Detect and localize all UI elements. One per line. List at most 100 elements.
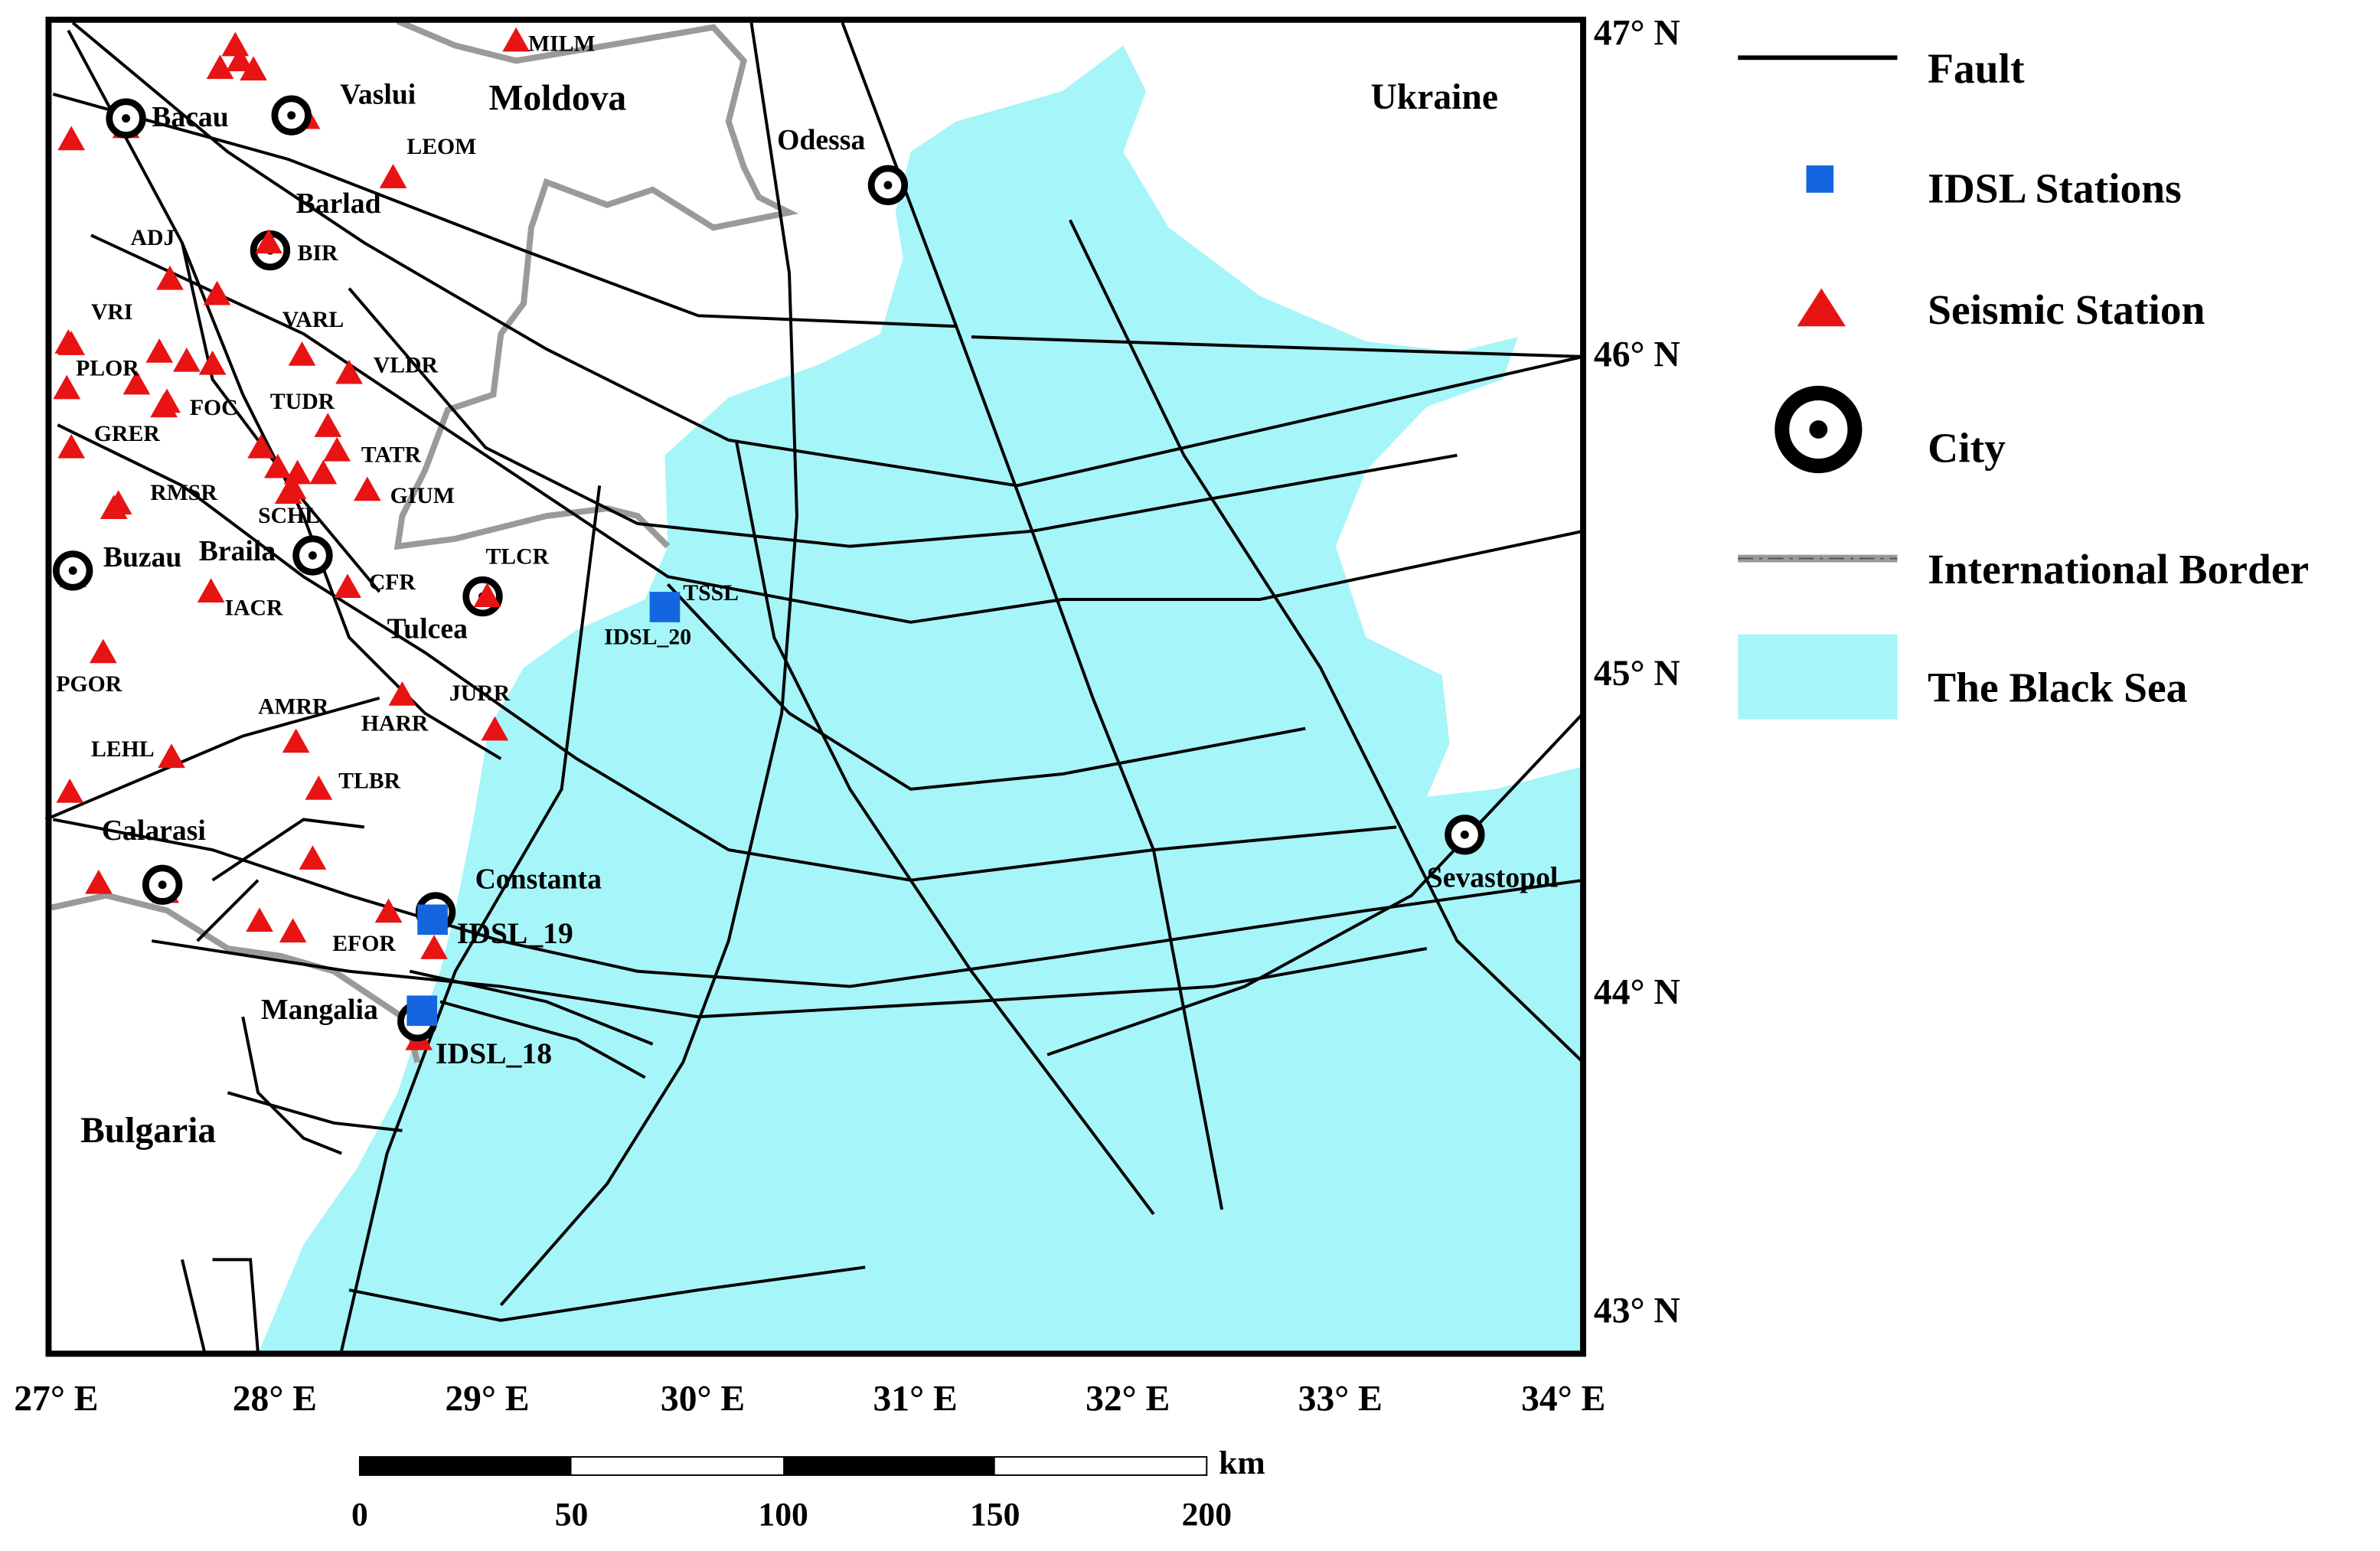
latitude-label: 46° N	[1594, 335, 1680, 375]
station-label: MILM	[528, 31, 596, 56]
city-marker-dot	[1460, 830, 1469, 839]
fault	[212, 1258, 260, 1354]
city-label: Vaslui	[340, 79, 416, 111]
border	[51, 892, 421, 1063]
seismic-station	[221, 31, 250, 57]
seismic-station	[57, 331, 86, 355]
city-marker-dot	[1809, 420, 1828, 439]
city-marker-dot	[309, 551, 317, 560]
station-label: CFR	[369, 570, 416, 595]
seismic-station	[85, 869, 113, 894]
seismic-station	[388, 681, 416, 706]
legend-label: The Black Sea	[1928, 665, 2187, 712]
station-label: VARL	[282, 308, 344, 332]
scale-bar-segment	[783, 1457, 995, 1475]
station-label: TATR	[361, 443, 422, 468]
scale-tick-label: 150	[970, 1496, 1020, 1533]
seismic-station	[156, 265, 184, 290]
city-marker-dot	[122, 114, 131, 123]
seismic-station	[198, 350, 227, 375]
fault	[196, 879, 260, 942]
border	[393, 18, 799, 550]
seismic-station	[282, 728, 310, 753]
seismic-station	[246, 907, 273, 932]
fault	[971, 335, 1584, 358]
fault	[666, 583, 1306, 791]
station-label: VLDR	[374, 354, 439, 378]
seismic-station	[57, 433, 86, 459]
seismic-station	[206, 54, 234, 80]
station-label: TUDR	[270, 390, 335, 414]
scale-tick-label: 200	[1182, 1496, 1232, 1533]
city-marker-dot	[158, 880, 167, 890]
idsl-label: TSSL	[683, 581, 739, 606]
seismic-station	[173, 347, 201, 372]
seismic-station	[153, 388, 181, 413]
scale-bar-segment	[359, 1457, 572, 1475]
fault	[71, 21, 1584, 488]
idsl-station	[417, 904, 448, 935]
seismic-station	[122, 370, 151, 395]
black-sea	[258, 45, 1584, 1354]
seismic-station	[104, 490, 132, 515]
seismic-station	[247, 433, 275, 459]
seismic-station	[57, 126, 86, 151]
latitude-label: 45° N	[1594, 654, 1680, 694]
seismic-station	[353, 476, 381, 501]
longitude-label: 27° E	[14, 1380, 98, 1419]
station-label: TLBR	[338, 769, 400, 794]
legend-label: City	[1928, 425, 2006, 472]
longitude-label: 30° E	[661, 1380, 745, 1419]
country-label: Ukraine	[1370, 77, 1498, 117]
station-label: PGOR	[56, 672, 122, 697]
station-label: BIR	[298, 241, 338, 266]
seismic-station	[283, 459, 312, 485]
station-label: PLOR	[76, 357, 139, 381]
idsl-label: IDSL_18	[436, 1037, 552, 1070]
seismic-station	[420, 935, 448, 959]
country-label: Moldova	[488, 79, 626, 119]
station-label: LEHL	[91, 737, 155, 762]
seismic-station	[255, 229, 282, 254]
fault	[53, 818, 1584, 988]
fault	[1046, 712, 1585, 1056]
station-label: ADJ	[131, 226, 175, 250]
city-marker-dot	[68, 566, 77, 575]
city-label: Mangalia	[261, 994, 378, 1026]
fault	[734, 439, 1155, 1216]
idsl-label: IDSL_20	[604, 625, 691, 649]
station-label: AMRR	[258, 695, 329, 720]
map-body	[44, 16, 1587, 1357]
idsl-label: IDSL_19	[457, 916, 573, 950]
seismic-station	[53, 374, 81, 400]
longitude-label: 31° E	[873, 1380, 957, 1419]
station-label: VRI	[91, 300, 133, 325]
city-marker-dot	[883, 181, 893, 190]
city-label: Odessa	[777, 124, 865, 156]
fault	[227, 1091, 403, 1132]
city-label: Sevastopol	[1427, 861, 1559, 893]
legend-label: International Border	[1928, 547, 2309, 593]
country-label: Bulgaria	[80, 1111, 216, 1151]
fault	[44, 696, 380, 821]
station-label: EFOR	[332, 932, 396, 956]
longitude-label: 32° E	[1086, 1380, 1170, 1419]
longitude-label: 29° E	[445, 1380, 529, 1419]
seismic-station	[226, 47, 254, 72]
seismic-station	[374, 898, 403, 923]
scale-tick-label: 100	[758, 1496, 808, 1533]
legend-label: Fault	[1928, 46, 2025, 93]
seismic-station	[240, 56, 267, 81]
idsl-station	[649, 592, 681, 622]
seismic-station	[379, 164, 407, 188]
station-label: SCHL	[258, 504, 320, 528]
legend-sea	[1738, 634, 1898, 720]
seismic-station	[473, 583, 501, 607]
fault	[241, 1016, 342, 1155]
seismic-station	[279, 475, 307, 500]
latitude-label: 47° N	[1594, 14, 1680, 54]
station-label: RMSR	[150, 481, 217, 505]
map-frame	[45, 16, 1587, 1357]
